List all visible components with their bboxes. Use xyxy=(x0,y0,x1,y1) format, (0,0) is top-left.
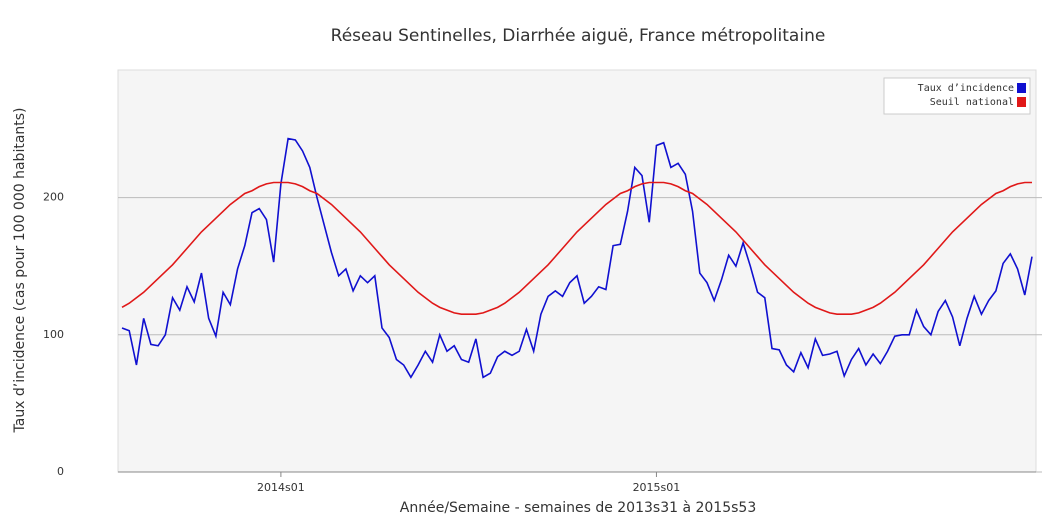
plot-area xyxy=(117,69,1037,473)
y-tick-label: 100 xyxy=(43,328,64,341)
y-tick-label: 200 xyxy=(43,191,64,204)
x-tick-label: 2014s01 xyxy=(257,481,305,494)
legend-swatch xyxy=(1017,97,1026,107)
x-axis-label: Année/Semaine - semaines de 2013s31 à 20… xyxy=(400,500,756,516)
series-line xyxy=(121,181,1032,316)
legend: Taux d’incidence Seuil national xyxy=(883,77,1031,115)
x-tick-label: 2015s01 xyxy=(633,481,681,494)
legend-swatch xyxy=(1017,83,1026,93)
y-axis-label: Taux d’incidence (cas pour 100 000 habit… xyxy=(12,107,28,433)
chart-title: Réseau Sentinelles, Diarrhée aiguë, Fran… xyxy=(331,26,826,46)
legend-label: Taux d’incidence xyxy=(918,83,1014,94)
legend-label: Seuil national xyxy=(930,97,1014,108)
legend-box xyxy=(883,77,1031,115)
y-tick-label: 0 xyxy=(57,465,64,478)
series-line xyxy=(121,137,1033,379)
